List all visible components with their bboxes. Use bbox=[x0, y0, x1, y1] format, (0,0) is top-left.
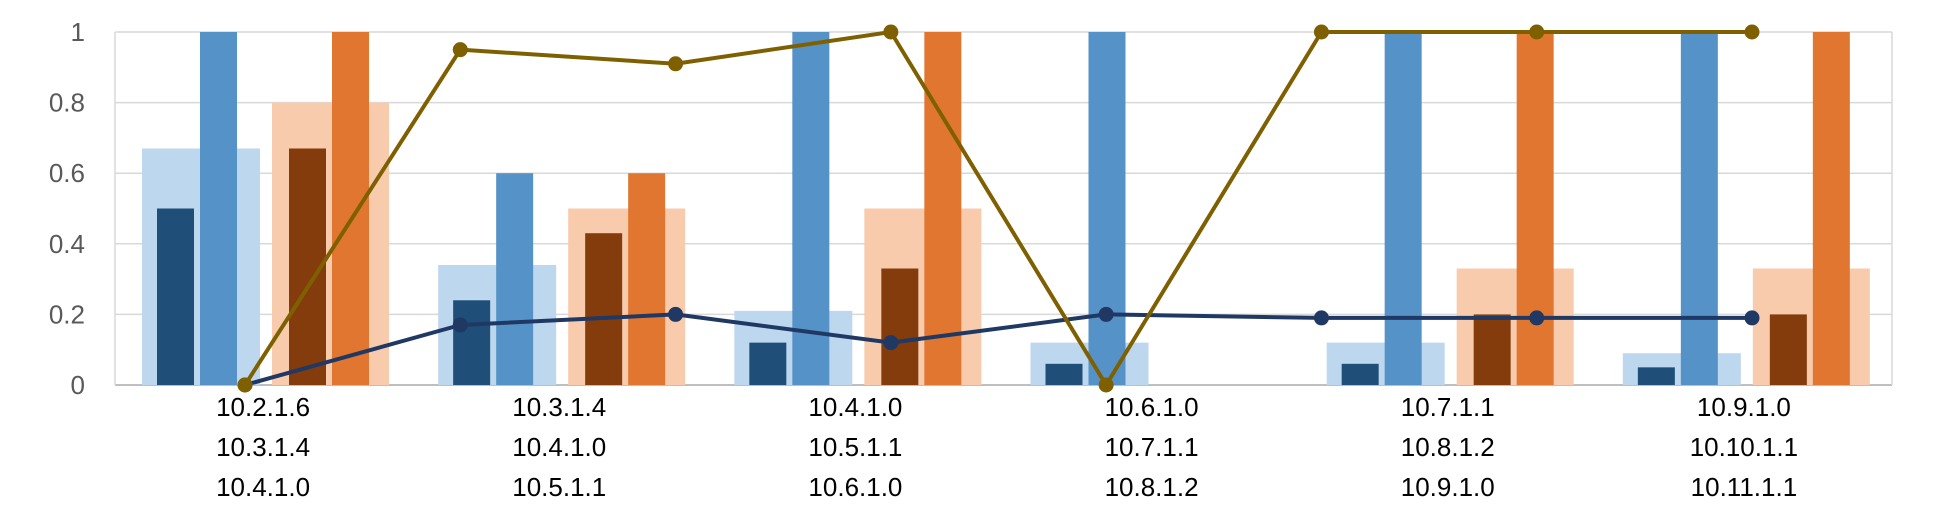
line-marker-navy bbox=[883, 335, 899, 351]
x-category-label: 10.3.1.4 bbox=[216, 432, 310, 462]
y-tick-label: 0.4 bbox=[49, 229, 85, 259]
y-tick-label: 1 bbox=[71, 17, 85, 47]
category-labels: 10.2.1.6 10.3.1.4 10.4.1.0 10.3.1.4 10.4.1.0… bbox=[216, 392, 1798, 502]
x-category-label: 10.5.1.1 bbox=[808, 432, 902, 462]
x-category-label: 10.8.1.2 bbox=[1401, 432, 1495, 462]
bar-orange-dark bbox=[881, 268, 919, 385]
line-marker-gold bbox=[1098, 377, 1114, 393]
bar-blue-mid bbox=[1680, 32, 1718, 385]
x-category-label: 10.9.1.0 bbox=[1697, 392, 1791, 422]
line-marker-navy bbox=[1098, 306, 1114, 322]
bar-orange-dark bbox=[1473, 314, 1511, 385]
bar-orange-mid bbox=[332, 32, 369, 385]
x-category-label: 10.11.1.1 bbox=[1691, 472, 1798, 502]
x-category-label: 10.8.1.2 bbox=[1105, 472, 1199, 502]
line-marker-navy bbox=[668, 306, 684, 322]
x-category-label: 10.7.1.1 bbox=[1105, 432, 1199, 462]
bar-orange-dark bbox=[1769, 314, 1807, 385]
line-marker-navy bbox=[1313, 310, 1329, 326]
bar-orange-dark bbox=[585, 233, 623, 385]
bar-blue-dark bbox=[749, 342, 787, 385]
bar-blue-mid bbox=[200, 32, 237, 385]
bar-orange-mid bbox=[924, 32, 962, 385]
line-marker-navy bbox=[1529, 310, 1545, 326]
gridlines bbox=[114, 31, 1893, 386]
x-category-label: 10.3.1.4 bbox=[512, 392, 606, 422]
x-category-label: 10.10.1.1 bbox=[1690, 432, 1798, 462]
lines bbox=[237, 24, 1760, 393]
bar-blue-dark bbox=[1045, 363, 1083, 385]
bar-blue-mid bbox=[496, 173, 534, 385]
line-marker-gold bbox=[883, 24, 899, 40]
x-category-label: 10.2.1.6 bbox=[216, 392, 310, 422]
line-marker-gold bbox=[1313, 24, 1329, 40]
bar-blue-dark bbox=[453, 300, 491, 385]
bars bbox=[142, 32, 1870, 385]
x-category-label: 10.9.1.0 bbox=[1401, 472, 1495, 502]
line-marker-gold bbox=[668, 56, 684, 72]
bar-orange-mid bbox=[1516, 32, 1554, 385]
line-marker-navy bbox=[452, 317, 468, 333]
line-marker-gold bbox=[1744, 24, 1760, 40]
x-category-label: 10.7.1.1 bbox=[1401, 392, 1495, 422]
line-marker-navy bbox=[1744, 310, 1760, 326]
bar-orange-mid bbox=[628, 173, 666, 385]
x-category-label: 10.4.1.0 bbox=[512, 432, 606, 462]
bar-blue-dark bbox=[1637, 367, 1675, 385]
line-navy-line bbox=[244, 312, 1752, 387]
bar-blue-mid bbox=[1384, 32, 1422, 385]
line-marker-gold bbox=[452, 42, 468, 58]
line-gold-line bbox=[243, 30, 1752, 387]
bar-blue-dark bbox=[1341, 363, 1379, 385]
y-tick-label: 0.6 bbox=[49, 158, 85, 188]
x-category-label: 10.6.1.0 bbox=[1105, 392, 1199, 422]
y-tick-label: 0 bbox=[71, 370, 85, 400]
y-tick-label: 0.2 bbox=[49, 299, 85, 329]
y-axis-ticks: 0 0.2 0.4 0.6 0.8 1 bbox=[49, 17, 85, 400]
x-category-label: 10.5.1.1 bbox=[512, 472, 606, 502]
y-tick-label: 0.8 bbox=[49, 88, 85, 118]
bar-blue-mid bbox=[1088, 32, 1126, 385]
bar-orange-mid bbox=[1812, 32, 1850, 385]
x-category-label: 10.4.1.0 bbox=[808, 392, 902, 422]
bar-blue-mid bbox=[792, 32, 830, 385]
bar-blue-dark bbox=[157, 208, 194, 385]
line-marker-gold bbox=[237, 377, 253, 393]
line-marker-gold bbox=[1529, 24, 1545, 40]
x-category-label: 10.4.1.0 bbox=[216, 472, 310, 502]
x-category-label: 10.6.1.0 bbox=[808, 472, 902, 502]
